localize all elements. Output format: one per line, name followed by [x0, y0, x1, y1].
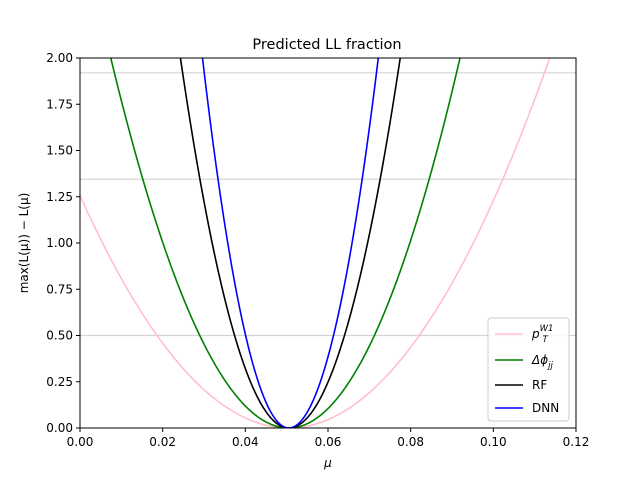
x-axis-label: μ: [323, 456, 332, 470]
legend-label: pW1 T: [531, 324, 553, 345]
y-tick-label: 1.50: [46, 144, 73, 158]
y-tick-label: 0.25: [46, 375, 73, 389]
legend-label: Δϕjj: [531, 353, 553, 371]
series-line-rf: [179, 58, 402, 428]
x-tick-label: 0.06: [315, 435, 342, 449]
legend-label: DNN: [532, 401, 559, 415]
y-tick-label: 0.50: [46, 329, 73, 343]
x-tick-label: 0.10: [480, 435, 507, 449]
y-tick-label: 0.00: [46, 421, 73, 435]
series-curves: [80, 58, 551, 428]
series-line-dnn: [201, 58, 380, 428]
x-axis-ticks: 0.00 0.02 0.04 0.06 0.08 0.10 0.12: [67, 428, 590, 449]
legend: pW1 T Δϕjj RF DNN: [487, 317, 570, 422]
series-line-p: [80, 58, 551, 428]
y-axis-ticks: 0.00 0.25 0.50 0.75 1.00 1.25 1.50 1.75 2.00: [46, 51, 80, 435]
x-tick-label: 0.08: [397, 435, 424, 449]
y-axis-label: max(L(μ)) − L(μ): [17, 193, 31, 294]
x-tick-label: 0.12: [563, 435, 590, 449]
y-tick-label: 1.25: [46, 190, 73, 204]
chart-title: Predicted LL fraction: [252, 37, 401, 53]
x-tick-label: 0.00: [67, 435, 94, 449]
legend-label: RF: [532, 378, 547, 392]
legend-box: [487, 317, 570, 422]
y-tick-label: 0.75: [46, 282, 73, 296]
y-tick-label: 1.00: [46, 236, 73, 250]
y-tick-label: 1.75: [46, 97, 73, 111]
reference-lines: [80, 72, 576, 337]
x-tick-label: 0.02: [149, 435, 176, 449]
series-line-: [109, 58, 461, 428]
y-tick-label: 2.00: [46, 51, 73, 65]
x-tick-label: 0.04: [232, 435, 259, 449]
